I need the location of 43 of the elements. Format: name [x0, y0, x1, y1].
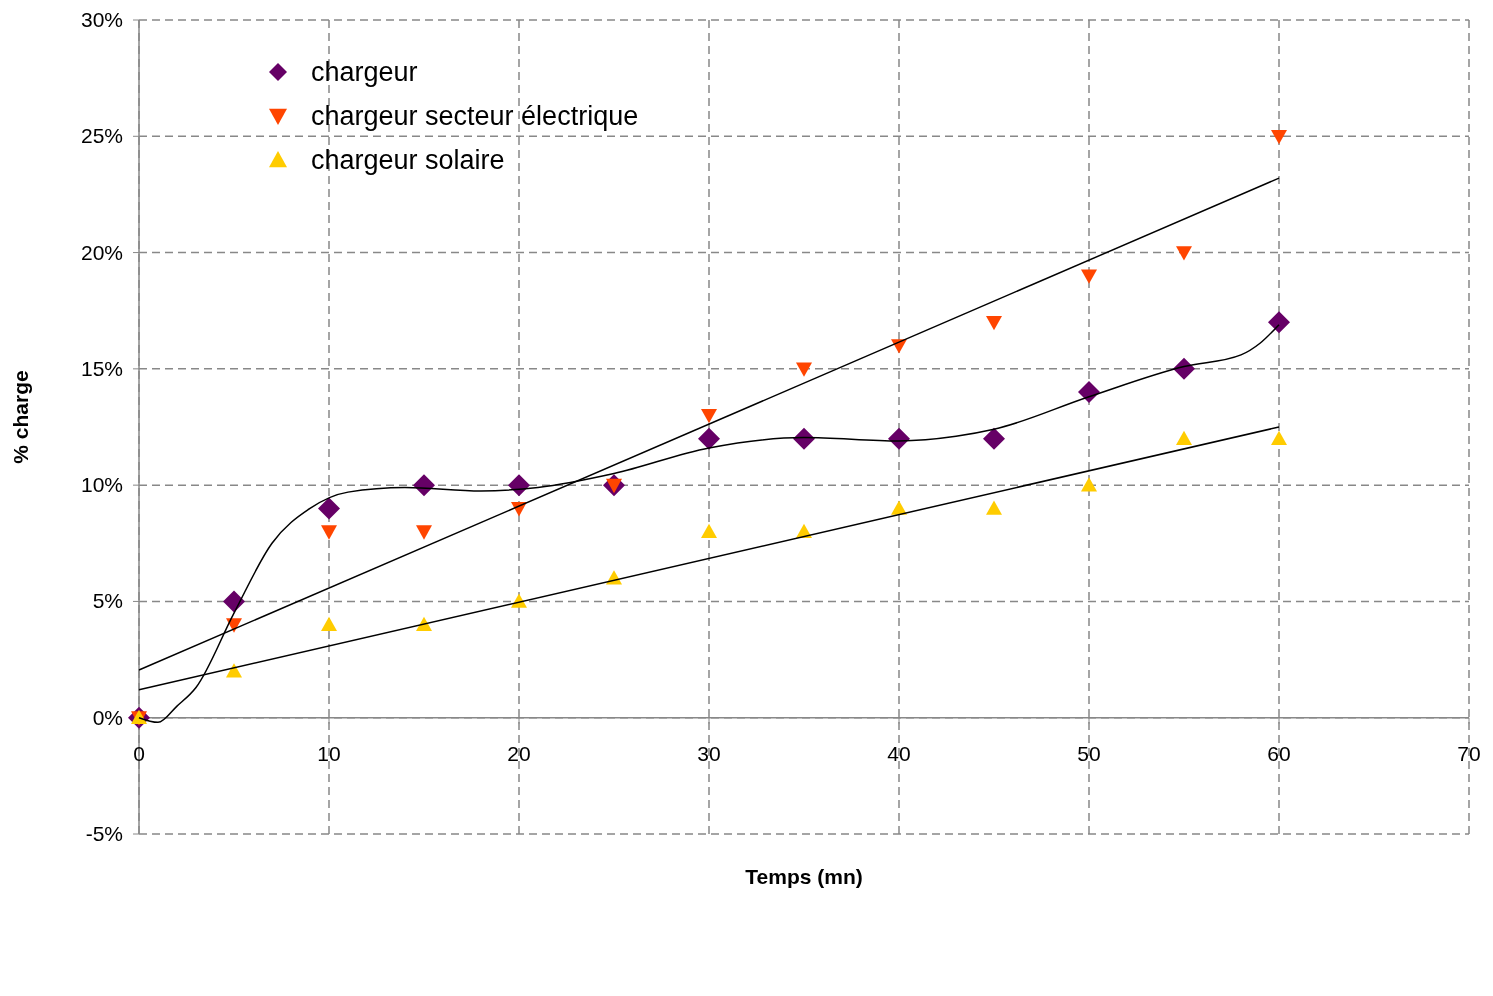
x-tick-label: 60	[1267, 741, 1291, 765]
point	[986, 315, 1002, 331]
point	[416, 525, 432, 540]
point	[321, 525, 337, 540]
point	[701, 523, 717, 539]
x-tick-label: 10	[317, 741, 341, 765]
legend-label: chargeur	[311, 57, 418, 87]
point	[1271, 129, 1287, 145]
x-tick-label: 50	[1077, 741, 1101, 765]
y-tick-label: 30%	[80, 8, 123, 31]
point	[698, 427, 720, 450]
point	[983, 427, 1005, 450]
y-tick-label: 0%	[92, 705, 123, 729]
y-tick-label: 20%	[80, 240, 123, 264]
x-tick-label: 40	[887, 741, 911, 765]
point	[226, 663, 242, 678]
legend-label: chargeur secteur électrique	[311, 101, 639, 131]
x-tick-label: 0	[133, 741, 145, 765]
y-tick-label: 5%	[92, 589, 123, 613]
point	[321, 616, 337, 632]
x-axis-title: Temps (mn)	[745, 865, 863, 888]
y-tick-label: 15%	[80, 356, 123, 380]
point	[701, 408, 717, 424]
point	[986, 500, 1002, 515]
point	[793, 427, 815, 450]
point	[223, 590, 245, 613]
x-tick-label: 20	[507, 741, 531, 765]
point	[1268, 311, 1290, 334]
point	[508, 474, 530, 497]
legend-label: chargeur solaire	[311, 145, 505, 175]
point	[1176, 246, 1192, 261]
point	[1081, 269, 1097, 284]
y-tick-label: 10%	[80, 473, 123, 497]
point	[796, 362, 812, 377]
point	[1081, 477, 1097, 492]
x-tick-label: 30	[697, 741, 721, 765]
point	[1176, 430, 1192, 446]
point	[1271, 430, 1287, 446]
y-axis-title: % charge	[9, 370, 32, 464]
y-tick-label: 25%	[80, 124, 123, 148]
x-tick-label: 70	[1457, 741, 1481, 765]
point	[318, 497, 340, 520]
y-tick-label: -5%	[85, 822, 123, 845]
